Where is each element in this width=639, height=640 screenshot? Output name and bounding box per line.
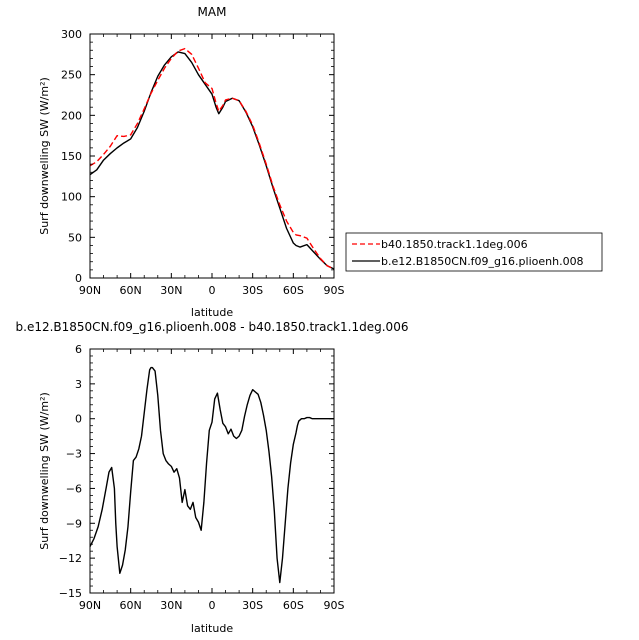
bottom-y-tick-label: −6	[66, 482, 82, 495]
top-chart-series-layer	[89, 47, 335, 270]
top-x-axis: 90N 60N 30N 0 30S 60S 90S	[79, 34, 345, 297]
top-x-tick-label: 60N	[120, 284, 142, 297]
top-series-line-1	[89, 51, 335, 270]
top-y-tick-label: 50	[68, 231, 82, 244]
top-x-tick-label: 60S	[283, 284, 304, 297]
top-x-tick-label: 0	[209, 284, 216, 297]
bottom-chart: b.e12.B1850CN.f09_g16.plioenh.008 - b40.…	[16, 320, 409, 635]
legend-box	[345, 232, 603, 272]
top-y-axis-title: Surf downwelling SW (W/m²)	[38, 77, 51, 235]
bottom-x-tick-label: 90S	[324, 599, 345, 612]
bottom-x-tick-label: 60N	[120, 599, 142, 612]
legend-label-series-2: b.e12.B1850CN.f09_g16.plioenh.008	[381, 255, 584, 268]
top-y-tick-label: 150	[61, 150, 82, 163]
bottom-y-axis: −15 −12 −9 −6 −3 0 3 6	[59, 343, 334, 600]
bottom-x-tick-label: 30S	[242, 599, 263, 612]
bottom-chart-series-layer	[89, 366, 334, 584]
bottom-x-axis-title: latitude	[191, 622, 233, 635]
bottom-plot-frame	[89, 348, 335, 594]
top-y-tick-label: 100	[61, 191, 82, 204]
bottom-y-tick-label: 6	[75, 343, 82, 356]
top-x-tick-label: 90S	[324, 284, 345, 297]
bottom-chart-title: b.e12.B1850CN.f09_g16.plioenh.008 - b40.…	[16, 320, 409, 334]
top-y-axis: 0 50 100 150 200 250 300	[61, 28, 334, 285]
bottom-x-tick-label: 90N	[79, 599, 101, 612]
top-x-tick-label: 30N	[160, 284, 182, 297]
bottom-y-tick-label: 3	[75, 378, 82, 391]
top-y-tick-label: 300	[61, 28, 82, 41]
legend: b40.1850.track1.1deg.006 b.e12.B1850CN.f…	[345, 232, 603, 272]
bottom-y-tick-label: −12	[59, 552, 82, 565]
top-y-tick-label: 250	[61, 69, 82, 82]
top-x-tick-label: 30S	[242, 284, 263, 297]
bottom-x-tick-label: 30N	[160, 599, 182, 612]
top-y-tick-label: 0	[75, 272, 82, 285]
bottom-series-line-1	[89, 366, 334, 584]
bottom-y-tick-label: −9	[66, 517, 82, 530]
bottom-y-tick-label: −15	[59, 587, 82, 600]
top-series-line-2	[89, 47, 335, 270]
top-x-tick-label: 90N	[79, 284, 101, 297]
bottom-x-axis: 90N 60N 30N 0 30S 60S 90S	[79, 349, 345, 612]
bottom-y-axis-title: Surf downwelling SW (W/m²)	[38, 392, 51, 550]
top-x-axis-title: latitude	[191, 306, 233, 319]
top-plot-frame	[89, 33, 335, 279]
bottom-x-tick-label: 0	[209, 599, 216, 612]
bottom-x-tick-label: 60S	[283, 599, 304, 612]
top-chart-title: MAM	[198, 5, 227, 19]
top-y-tick-label: 200	[61, 109, 82, 122]
legend-label-series-1: b40.1850.track1.1deg.006	[381, 238, 528, 251]
bottom-y-tick-label: −3	[66, 448, 82, 461]
bottom-y-tick-label: 0	[75, 413, 82, 426]
